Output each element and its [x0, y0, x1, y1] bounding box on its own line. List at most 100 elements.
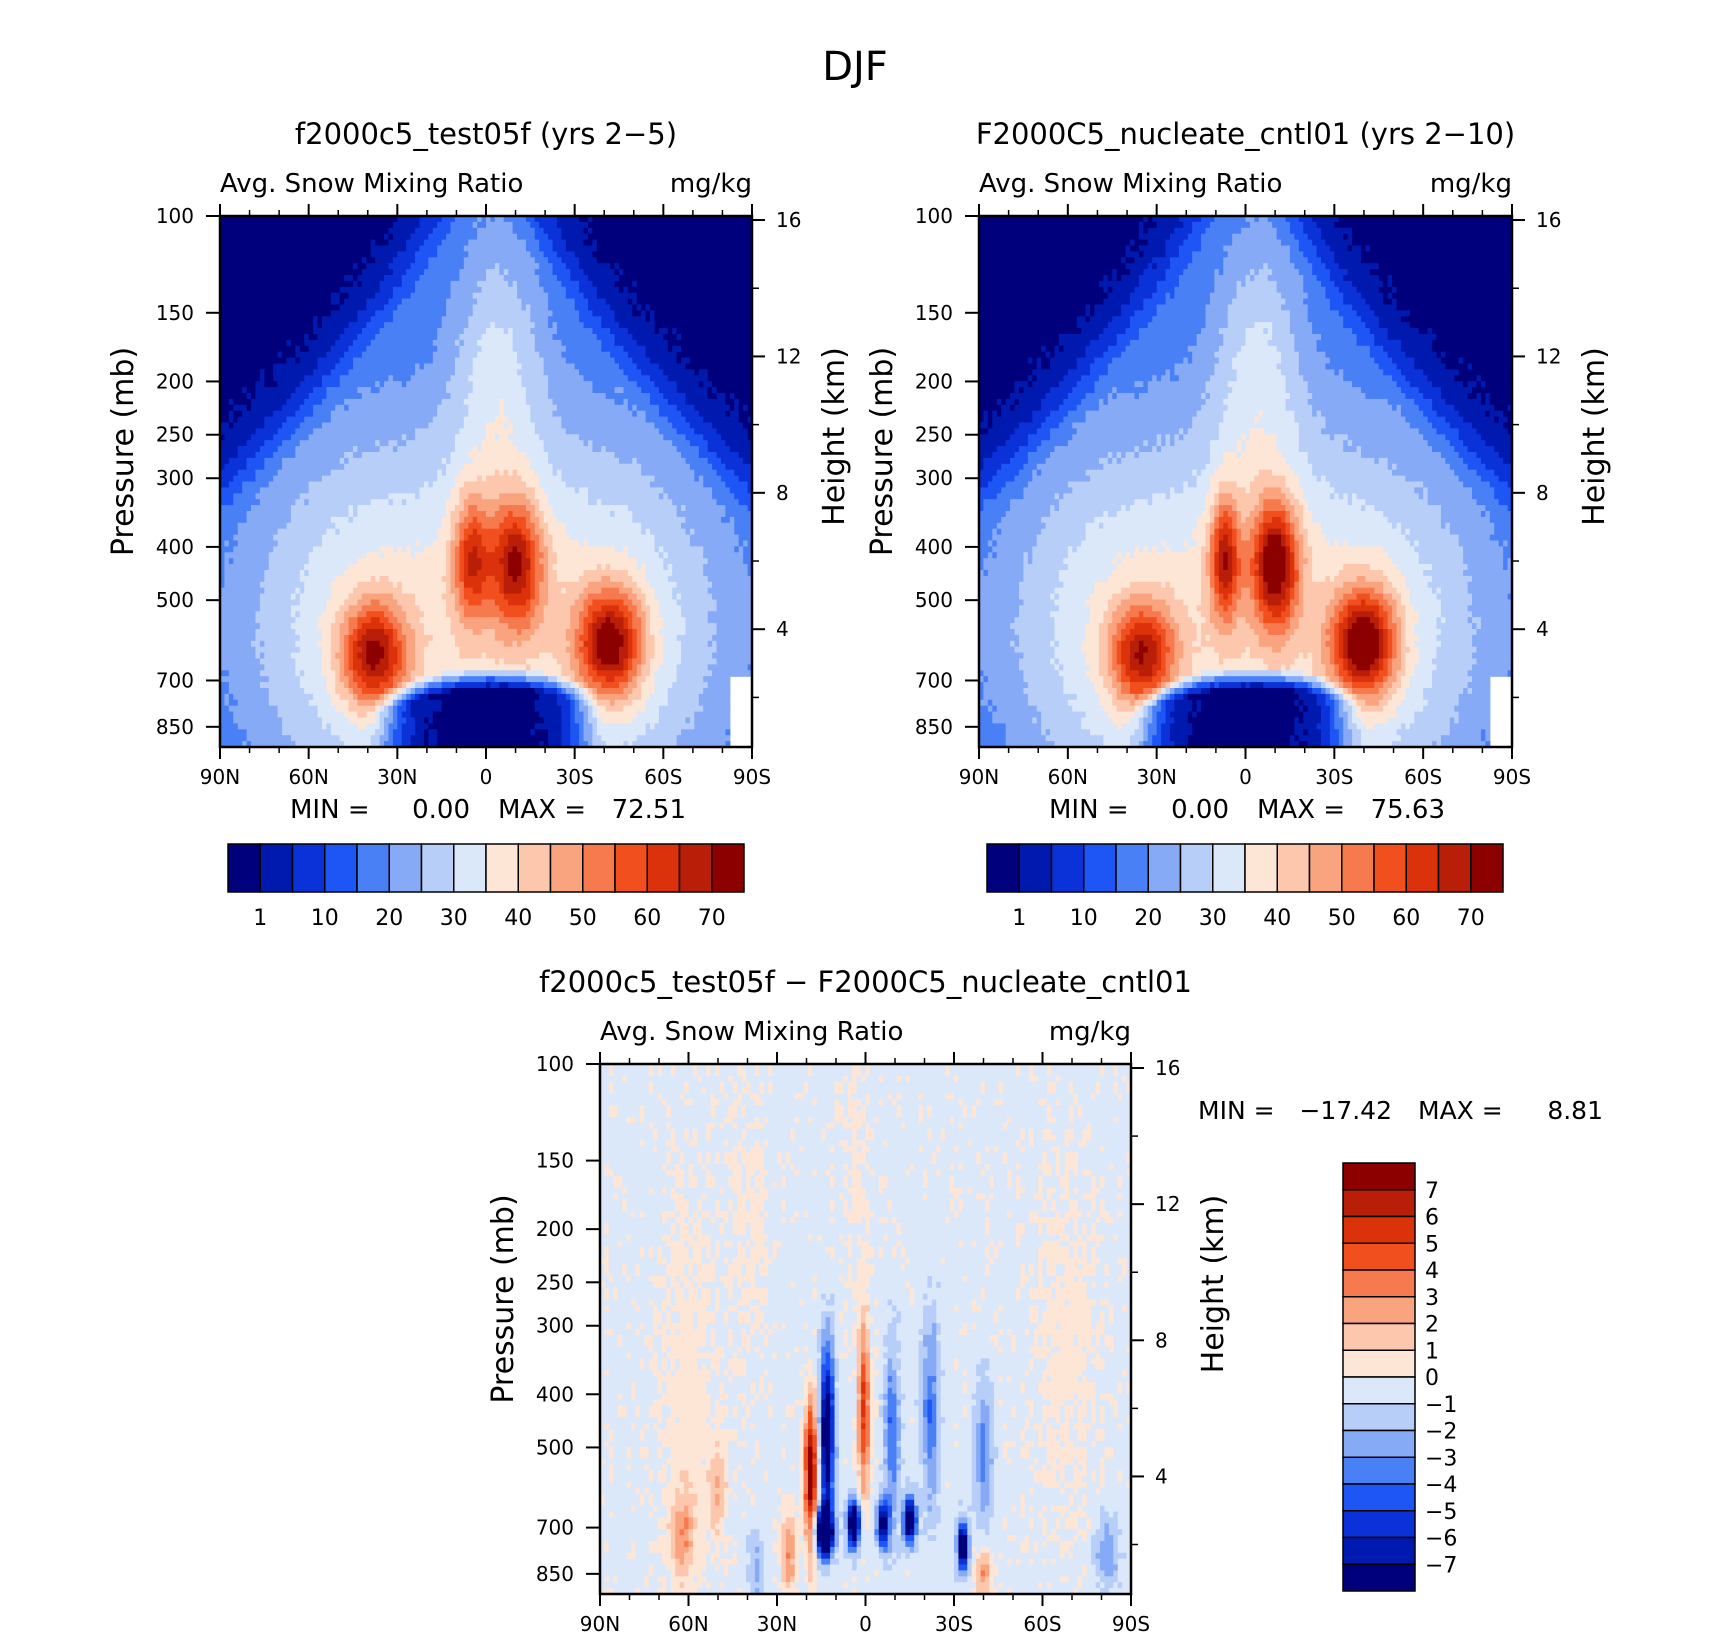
heatmap-cell	[583, 304, 589, 311]
heatmap-cell	[539, 339, 545, 347]
heatmap-cell	[450, 304, 456, 311]
heatmap-cell	[477, 452, 483, 459]
heatmap-cell	[299, 422, 305, 429]
heatmap-cell	[335, 251, 341, 258]
heatmap-cell	[330, 216, 336, 223]
heatmap-cell	[539, 233, 545, 241]
heatmap-cell	[534, 434, 540, 441]
heatmap-cell	[481, 381, 487, 388]
heatmap-cell	[729, 334, 735, 341]
heatmap-cell	[636, 428, 642, 435]
heatmap-cell	[614, 251, 620, 258]
heatmap-cell	[299, 416, 305, 424]
heatmap-cell	[694, 404, 700, 412]
heatmap-cell	[725, 398, 731, 406]
heatmap-cell	[259, 334, 265, 341]
heatmap-cell	[579, 316, 585, 323]
heatmap-cell	[561, 404, 567, 412]
heatmap-cell	[521, 404, 527, 412]
heatmap-cell	[667, 434, 673, 441]
heatmap-cell	[406, 275, 412, 282]
heatmap-cell	[353, 351, 359, 359]
heatmap-cell	[548, 269, 554, 276]
heatmap-cell	[508, 227, 514, 235]
heatmap-cell	[330, 357, 336, 365]
heatmap-cell	[587, 251, 593, 258]
heatmap-cell	[366, 304, 372, 311]
heatmap-cell	[370, 298, 376, 306]
heatmap-cell	[681, 387, 687, 394]
heatmap-cell	[273, 263, 279, 270]
heatmap-cell	[450, 257, 456, 264]
heatmap-cell	[317, 410, 323, 418]
heatmap-cell	[694, 298, 700, 306]
heatmap-cell	[273, 233, 279, 241]
heatmap-cell	[587, 369, 593, 376]
heatmap-cell	[707, 280, 713, 288]
heatmap-cell	[375, 410, 381, 418]
heatmap-cell	[228, 251, 234, 258]
heatmap-cell	[587, 322, 593, 329]
heatmap-cell	[228, 446, 234, 453]
heatmap-cell	[512, 398, 518, 406]
heatmap-cell	[361, 310, 367, 317]
heatmap-cell	[561, 375, 567, 382]
heatmap-cell	[273, 422, 279, 429]
heatmap-cell	[441, 269, 447, 276]
heatmap-cell	[490, 310, 496, 317]
heatmap-cell	[441, 357, 447, 365]
heatmap-cell	[583, 316, 589, 323]
heatmap-cell	[339, 440, 345, 447]
heatmap-cell	[632, 440, 638, 447]
heatmap-cell	[353, 227, 359, 235]
heatmap-cell	[237, 428, 243, 435]
heatmap-cell	[747, 446, 752, 453]
heatmap-cell	[658, 345, 664, 353]
heatmap-cell	[388, 381, 394, 388]
heatmap-cell	[454, 452, 460, 459]
heatmap-cell	[264, 351, 270, 359]
heatmap-cell	[658, 233, 664, 241]
heatmap-cell	[388, 263, 394, 270]
heatmap-cell	[246, 387, 252, 394]
heatmap-cell	[401, 357, 407, 365]
heatmap-cell	[645, 416, 651, 424]
heatmap-cell	[747, 369, 752, 376]
heatmap-cell	[268, 316, 274, 323]
heatmap-cell	[379, 328, 385, 335]
heatmap-cell	[246, 357, 252, 365]
heatmap-cell	[712, 316, 718, 323]
heatmap-cell	[406, 286, 412, 294]
heatmap-cell	[224, 457, 230, 465]
heatmap-cell	[601, 345, 607, 353]
heatmap-cell	[494, 416, 500, 424]
heatmap-cell	[450, 286, 456, 294]
heatmap-cell	[268, 393, 274, 400]
heatmap-cell	[716, 310, 722, 317]
heatmap-cell	[233, 369, 239, 376]
heatmap-cell	[672, 275, 678, 282]
heatmap-cell	[295, 363, 301, 370]
heatmap-cell	[539, 298, 545, 306]
heatmap-cell	[339, 387, 345, 394]
heatmap-cell	[627, 357, 633, 365]
heatmap-cell	[277, 381, 283, 388]
heatmap-cell	[468, 410, 474, 418]
heatmap-cell	[277, 328, 283, 335]
heatmap-cell	[348, 404, 354, 412]
heatmap-cell	[224, 269, 230, 276]
heatmap-cell	[596, 216, 602, 223]
heatmap-cell	[574, 227, 580, 235]
heatmap-cell	[530, 351, 536, 359]
heatmap-cell	[534, 263, 540, 270]
heatmap-cell	[472, 233, 478, 241]
heatmap-cell	[552, 446, 558, 453]
heatmap-cell	[415, 369, 421, 376]
heatmap-cell	[517, 322, 523, 329]
heatmap-cell	[486, 369, 492, 376]
heatmap-cell	[339, 304, 345, 311]
heatmap-cell	[339, 345, 345, 353]
heatmap-cell	[242, 434, 248, 441]
heatmap-cell	[521, 292, 527, 300]
heatmap-cell	[228, 452, 234, 459]
